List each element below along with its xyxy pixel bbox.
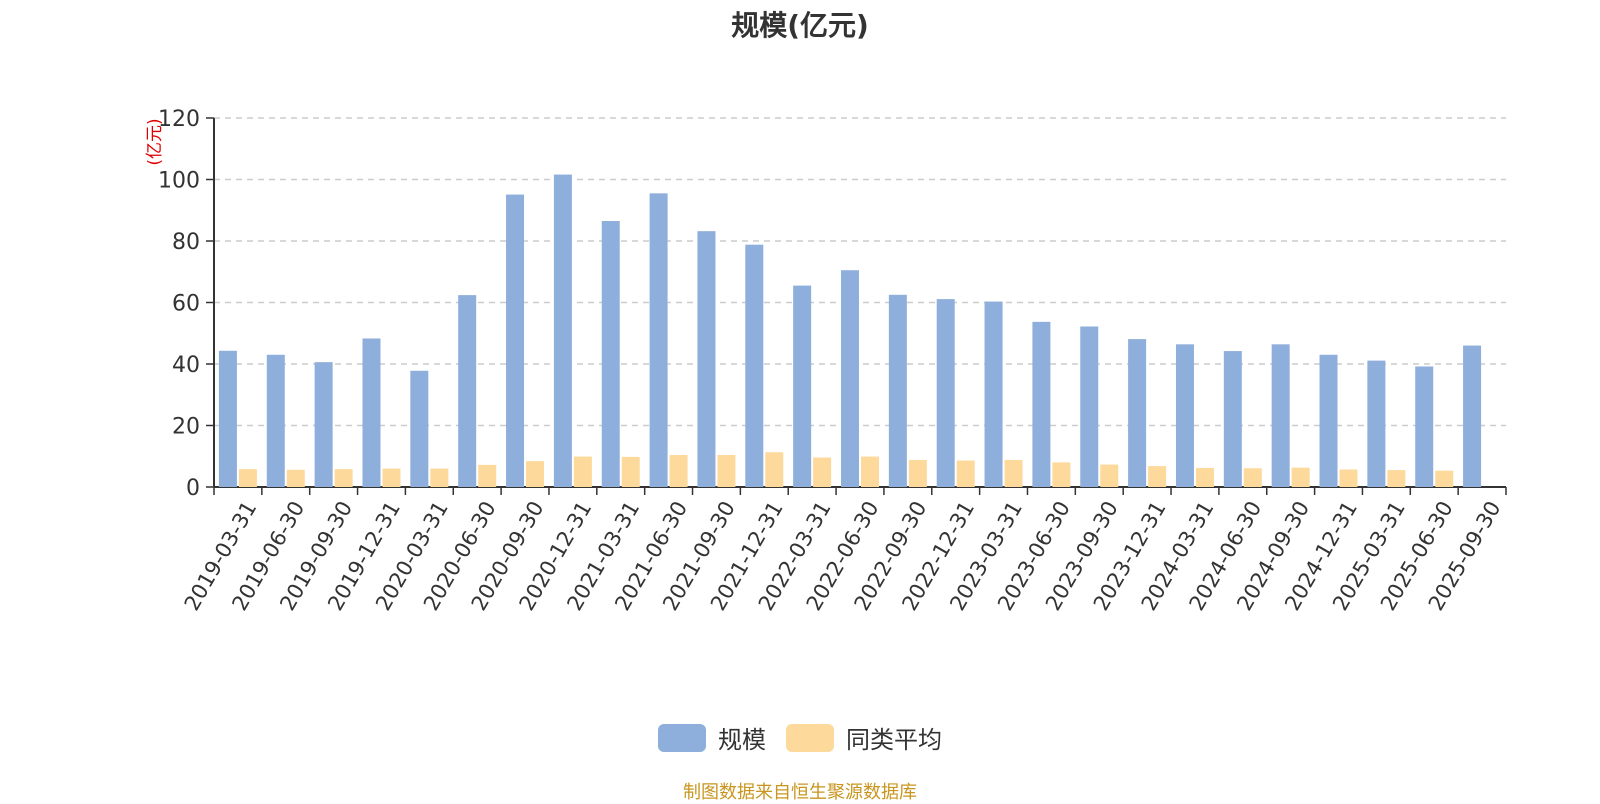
bar-scale: [1367, 360, 1386, 487]
y-tick-label: 120: [158, 107, 200, 132]
legend-label-peer-average: 同类平均: [846, 726, 942, 754]
bar-peer-average: [956, 460, 975, 487]
bar-peer-average: [573, 456, 592, 487]
bar-peer-average: [1435, 470, 1454, 487]
y-tick-label: 20: [172, 415, 200, 440]
bar-scale: [1463, 345, 1482, 487]
bar-scale: [410, 370, 429, 487]
bar-peer-average: [861, 456, 879, 487]
bar-peer-average: [1339, 469, 1358, 487]
bar-peer-average: [621, 456, 640, 487]
bar-peer-average: [1004, 459, 1023, 487]
bar-scale: [793, 285, 812, 487]
bar-scale: [697, 231, 716, 487]
bar-scale: [314, 362, 333, 487]
y-axis-unit-label: (亿元): [145, 118, 165, 165]
bar-scale: [841, 270, 859, 487]
legend-item-scale[interactable]: 规模: [658, 720, 766, 755]
source-note: 制图数据来自恒生聚源数据库: [683, 782, 917, 803]
bar-peer-average: [669, 455, 688, 487]
bar-scale: [1415, 366, 1434, 487]
bar-scale: [601, 221, 620, 487]
bar-peer-average: [1195, 467, 1214, 487]
bar-scale: [745, 244, 764, 487]
bar-peer-average: [286, 469, 305, 487]
y-tick-label: 100: [158, 169, 200, 194]
y-tick-label: 60: [172, 292, 200, 317]
bar-peer-average: [526, 461, 545, 487]
bar-scale: [266, 354, 285, 487]
bar-scale: [1032, 321, 1051, 487]
legend-swatch-scale: [658, 723, 706, 752]
bar-scale: [1175, 344, 1194, 487]
y-tick-label: 80: [172, 230, 200, 255]
bar-peer-average: [908, 459, 927, 487]
bar-scale: [506, 194, 525, 487]
bar-peer-average: [813, 457, 832, 487]
chart-title: 规模(亿元): [731, 9, 869, 42]
bar-scale: [553, 174, 572, 487]
bar-scale: [1223, 351, 1242, 487]
bar-scale: [458, 295, 477, 487]
legend-label-scale: 规模: [718, 726, 766, 754]
bar-peer-average: [1291, 467, 1310, 487]
bar-peer-average: [238, 469, 257, 487]
bar-scale: [218, 350, 237, 487]
bar-peer-average: [1243, 468, 1262, 487]
legend-item-peer-average[interactable]: 同类平均: [786, 720, 942, 755]
bar-peer-average: [1052, 462, 1071, 487]
bar-scale: [888, 294, 907, 487]
bar-scale: [1128, 339, 1147, 487]
bar-peer-average: [717, 455, 736, 487]
bar-peer-average: [1100, 464, 1119, 487]
bar-scale: [362, 338, 381, 487]
bar-peer-average: [1387, 470, 1406, 487]
y-tick-label: 40: [172, 353, 200, 378]
bar-scale: [1080, 326, 1099, 487]
bar-peer-average: [334, 469, 353, 487]
bar-peer-average: [430, 468, 449, 487]
bar-scale: [984, 301, 1003, 487]
bar-peer-average: [765, 452, 784, 487]
y-tick-label: 0: [186, 476, 200, 501]
bar-scale: [649, 193, 668, 487]
bar-scale: [936, 299, 955, 487]
bar-peer-average: [478, 464, 497, 487]
bar-scale: [1271, 344, 1290, 487]
legend: 规模 同类平均: [0, 720, 1600, 755]
bar-peer-average: [382, 468, 401, 487]
legend-swatch-peer-average: [786, 723, 834, 752]
bar-peer-average: [1148, 466, 1167, 487]
bar-scale: [1319, 354, 1338, 487]
